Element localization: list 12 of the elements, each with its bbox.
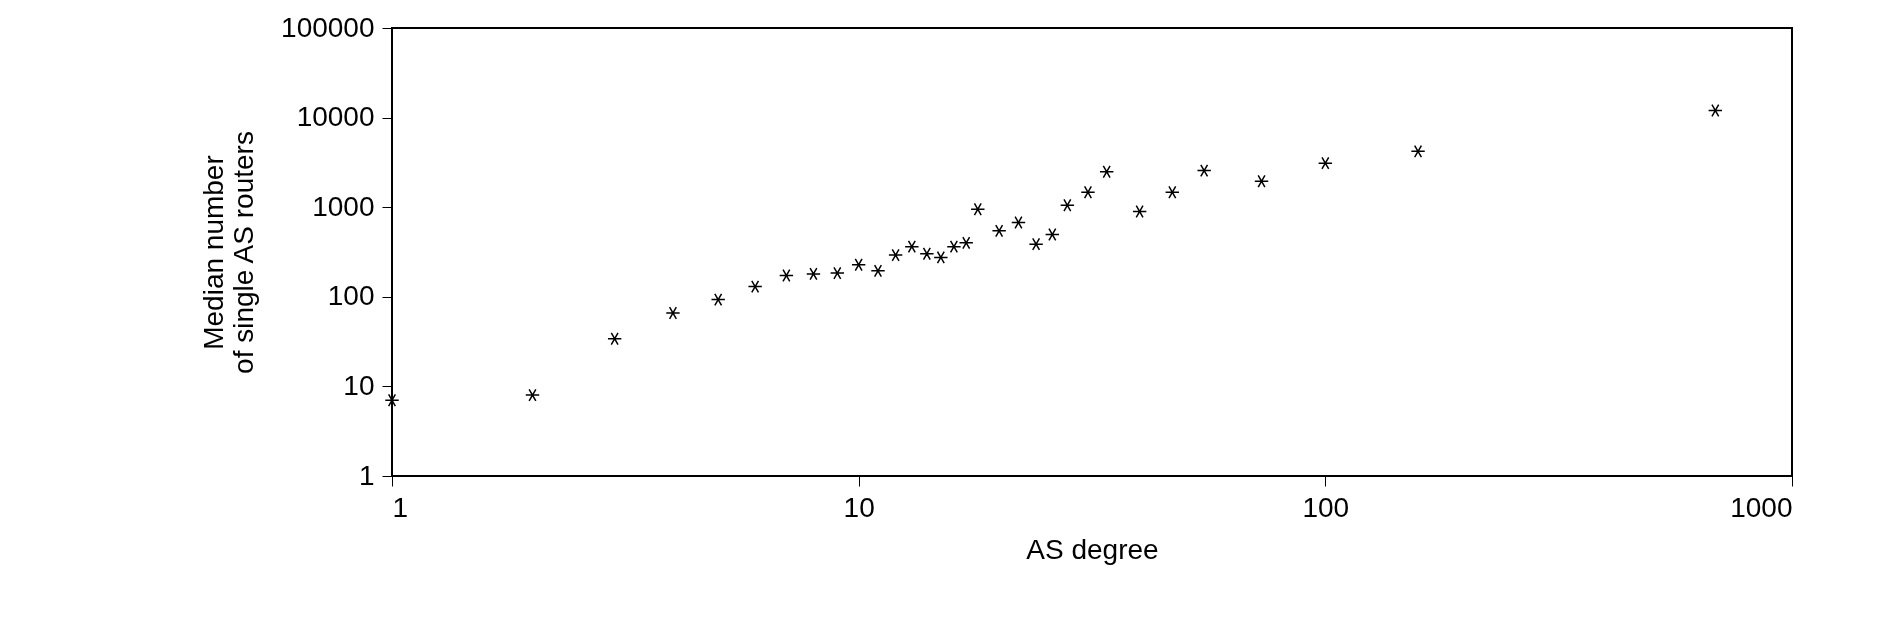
y-tick-label: 10000: [296, 101, 375, 133]
y-tick-label: 10: [343, 369, 375, 401]
y-axis-title: Median number of single AS routers: [198, 131, 260, 374]
x-tick-label: 10: [843, 491, 875, 523]
x-axis-title: AS degree: [1026, 533, 1159, 565]
x-tick-label: 1000: [1730, 491, 1793, 523]
y-tick-label: 1: [358, 459, 375, 491]
x-tick-label: 1: [392, 491, 409, 523]
x-tick-label: 100: [1302, 491, 1350, 523]
y-tick-label: 100: [327, 280, 375, 312]
y-tick-label: 1000: [312, 190, 375, 222]
y-tick-label: 100000: [281, 11, 375, 43]
